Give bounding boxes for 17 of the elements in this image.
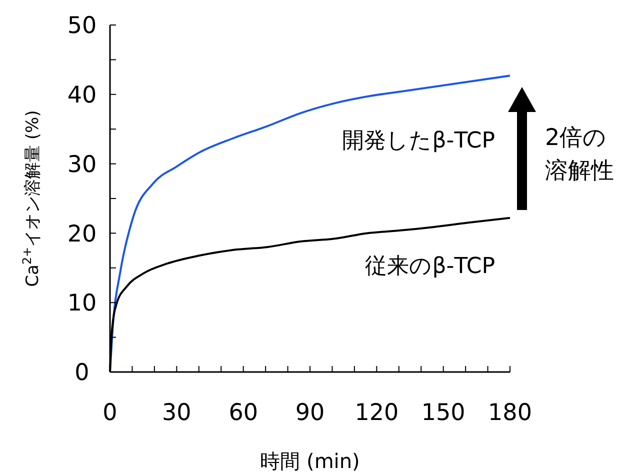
y-tick-label: 50	[67, 13, 97, 40]
x-tick-label: 60	[228, 400, 258, 426]
y-tick-label: 20	[67, 221, 97, 248]
text: 2倍の溶解性	[545, 125, 614, 184]
series-label: 開発したβ-TCP	[342, 128, 495, 154]
x-tick-label: 90	[295, 400, 325, 426]
x-tick-label: 30	[162, 400, 192, 426]
x-tick-label: 0	[102, 400, 118, 426]
y-tick-label: 40	[67, 82, 97, 108]
x-axis-title: 時間 (min)	[260, 449, 360, 473]
series-label: 従来のβ-TCP	[365, 254, 495, 279]
y-tick-label: 0	[74, 360, 90, 386]
x-tick-label: 180	[488, 400, 532, 426]
y-tick-label: 10	[67, 290, 97, 317]
y-tick-label: 30	[67, 152, 97, 178]
x-tick-label: 150	[421, 400, 466, 426]
x-tick-label: 120	[354, 400, 399, 426]
